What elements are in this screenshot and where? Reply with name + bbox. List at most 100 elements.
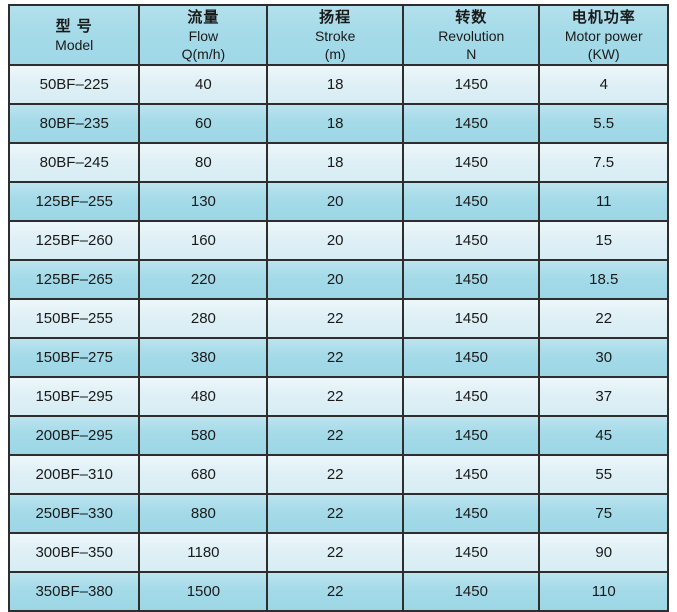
cell-stroke: 18 [266, 64, 405, 105]
cell-model: 125BF–265 [7, 259, 141, 300]
cell-model: 80BF–245 [7, 142, 141, 183]
cell-flow: 280 [138, 298, 269, 339]
cell-model: 150BF–275 [7, 337, 141, 378]
cell-model: 125BF–255 [7, 181, 141, 222]
table-row: 125BF–255 130 20 1450 11 [7, 181, 669, 222]
cell-model: 150BF–255 [7, 298, 141, 339]
cell-power: 75 [538, 493, 669, 534]
column-title-en: Motor power [564, 27, 643, 44]
cell-flow: 1500 [138, 571, 269, 612]
column-title-sub: (m) [324, 45, 346, 62]
cell-model: 300BF–350 [7, 532, 141, 573]
cell-stroke: 22 [266, 298, 405, 339]
cell-model: 80BF–235 [7, 103, 141, 144]
cell-power: 18.5 [538, 259, 669, 300]
cell-power: 37 [538, 376, 669, 417]
cell-power: 7.5 [538, 142, 669, 183]
cell-flow: 1180 [138, 532, 269, 573]
table-row: 300BF–350 1180 22 1450 90 [7, 532, 669, 573]
cell-flow: 220 [138, 259, 269, 300]
cell-model: 250BF–330 [7, 493, 141, 534]
cell-power: 15 [538, 220, 669, 261]
cell-power: 110 [538, 571, 669, 612]
cell-flow: 480 [138, 376, 269, 417]
cell-power: 90 [538, 532, 669, 573]
column-header-flow: 流量 Flow Q(m/h) [138, 4, 269, 66]
table-row: 80BF–245 80 18 1450 7.5 [7, 142, 669, 183]
column-header-motor-power: 电机功率 Motor power (KW) [538, 4, 669, 66]
column-title-en: Revolution [438, 27, 505, 44]
cell-stroke: 22 [266, 376, 405, 417]
cell-stroke: 22 [266, 415, 405, 456]
cell-revolution: 1450 [402, 532, 541, 573]
column-header-revolution: 转数 Revolution N [402, 4, 541, 66]
cell-power: 30 [538, 337, 669, 378]
cell-flow: 160 [138, 220, 269, 261]
cell-revolution: 1450 [402, 337, 541, 378]
cell-stroke: 20 [266, 259, 405, 300]
cell-stroke: 22 [266, 532, 405, 573]
column-header-model: 型 号 Model [7, 4, 141, 66]
cell-model: 50BF–225 [7, 64, 141, 105]
cell-revolution: 1450 [402, 298, 541, 339]
table-row: 150BF–275 380 22 1450 30 [7, 337, 669, 378]
table-row: 250BF–330 880 22 1450 75 [7, 493, 669, 534]
cell-flow: 80 [138, 142, 269, 183]
column-title-sub: Q(m/h) [181, 45, 226, 62]
column-title-sub: (KW) [587, 45, 620, 62]
cell-revolution: 1450 [402, 454, 541, 495]
cell-power: 45 [538, 415, 669, 456]
cell-revolution: 1450 [402, 415, 541, 456]
cell-revolution: 1450 [402, 259, 541, 300]
cell-power: 4 [538, 64, 669, 105]
table-body: 50BF–225 40 18 1450 4 80BF–235 60 18 145… [7, 64, 669, 612]
cell-stroke: 20 [266, 220, 405, 261]
cell-power: 55 [538, 454, 669, 495]
cell-model: 200BF–295 [7, 415, 141, 456]
column-title-en: Model [55, 36, 94, 53]
table-row: 50BF–225 40 18 1450 4 [7, 64, 669, 105]
table-row: 150BF–295 480 22 1450 37 [7, 376, 669, 417]
cell-flow: 130 [138, 181, 269, 222]
cell-revolution: 1450 [402, 103, 541, 144]
cell-revolution: 1450 [402, 493, 541, 534]
column-title-zh: 电机功率 [571, 8, 636, 26]
cell-revolution: 1450 [402, 376, 541, 417]
header-row: 型 号 Model 流量 Flow Q(m/h) 扬程 Stroke (m) 转… [7, 4, 669, 66]
column-title-zh: 扬程 [319, 8, 352, 26]
cell-flow: 880 [138, 493, 269, 534]
cell-stroke: 20 [266, 181, 405, 222]
cell-flow: 680 [138, 454, 269, 495]
cell-flow: 60 [138, 103, 269, 144]
cell-stroke: 18 [266, 103, 405, 144]
cell-power: 11 [538, 181, 669, 222]
column-title-zh: 转数 [455, 8, 488, 26]
cell-stroke: 22 [266, 454, 405, 495]
cell-model: 125BF–260 [7, 220, 141, 261]
table-row: 125BF–265 220 20 1450 18.5 [7, 259, 669, 300]
cell-model: 350BF–380 [7, 571, 141, 612]
table-row: 200BF–310 680 22 1450 55 [7, 454, 669, 495]
cell-stroke: 18 [266, 142, 405, 183]
cell-power: 5.5 [538, 103, 669, 144]
table-header: 型 号 Model 流量 Flow Q(m/h) 扬程 Stroke (m) 转… [7, 4, 669, 66]
table-row: 80BF–235 60 18 1450 5.5 [7, 103, 669, 144]
cell-flow: 380 [138, 337, 269, 378]
column-title-zh: 流量 [187, 8, 220, 26]
column-header-stroke: 扬程 Stroke (m) [266, 4, 405, 66]
cell-power: 22 [538, 298, 669, 339]
cell-revolution: 1450 [402, 220, 541, 261]
column-title-zh: 型 号 [55, 17, 93, 35]
cell-model: 200BF–310 [7, 454, 141, 495]
cell-stroke: 22 [266, 337, 405, 378]
column-title-en: Stroke [314, 27, 356, 44]
cell-stroke: 22 [266, 571, 405, 612]
table-row: 200BF–295 580 22 1450 45 [7, 415, 669, 456]
cell-model: 150BF–295 [7, 376, 141, 417]
table-row: 350BF–380 1500 22 1450 110 [7, 571, 669, 612]
cell-revolution: 1450 [402, 181, 541, 222]
cell-revolution: 1450 [402, 142, 541, 183]
cell-stroke: 22 [266, 493, 405, 534]
catalog-page: 型 号 Model 流量 Flow Q(m/h) 扬程 Stroke (m) 转… [7, 4, 669, 612]
cell-flow: 580 [138, 415, 269, 456]
